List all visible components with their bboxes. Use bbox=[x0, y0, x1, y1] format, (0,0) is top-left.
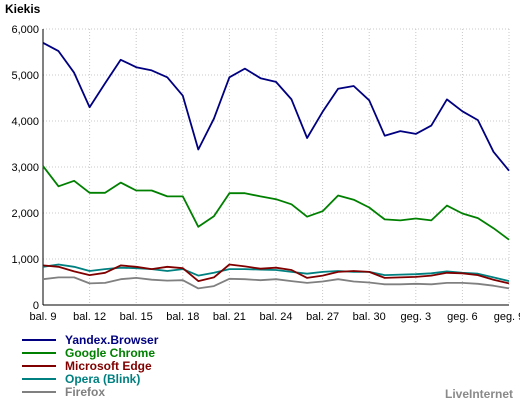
legend-label: Opera (Blink) bbox=[65, 371, 141, 386]
legend: Yandex.Browser Google Chrome Microsoft E… bbox=[22, 332, 159, 399]
y-tick-label: 6,000 bbox=[11, 24, 39, 36]
series-line bbox=[42, 42, 510, 172]
x-tick-label: geg. 9 bbox=[494, 311, 520, 323]
legend-item: Microsoft Edge bbox=[22, 358, 158, 373]
legend-item: Yandex.Browser bbox=[22, 332, 159, 347]
legend-swatch bbox=[22, 338, 56, 341]
watermark: LiveInternet bbox=[444, 387, 513, 401]
x-tick-label: geg. 6 bbox=[447, 311, 478, 323]
y-tick-label: 2,000 bbox=[11, 208, 39, 220]
y-tick-label: 1,000 bbox=[11, 254, 39, 266]
x-tick-label: bal. 12 bbox=[73, 311, 106, 323]
y-tick-label: 0 bbox=[33, 300, 39, 312]
series-line bbox=[42, 276, 510, 290]
legend-label: Microsoft Edge bbox=[65, 358, 152, 373]
y-tick-label: 4,000 bbox=[11, 116, 39, 128]
legend-item: Opera (Blink) bbox=[22, 371, 158, 386]
x-tick-label: geg. 3 bbox=[401, 311, 432, 323]
x-tick-label: bal. 15 bbox=[120, 311, 153, 323]
legend-label: Google Chrome bbox=[65, 345, 156, 360]
legend-swatch bbox=[22, 351, 56, 354]
x-tick-label: bal. 21 bbox=[213, 311, 246, 323]
y-tick-label: 3,000 bbox=[11, 162, 39, 174]
legend-swatch bbox=[22, 377, 56, 380]
legend-label: Firefox bbox=[65, 384, 106, 399]
x-tick-label: bal. 27 bbox=[306, 311, 339, 323]
series-line bbox=[42, 263, 510, 285]
x-tick-label: bal. 30 bbox=[353, 311, 386, 323]
legend-item: Firefox bbox=[22, 384, 158, 399]
x-tick-label: bal. 24 bbox=[259, 311, 292, 323]
legend-swatch bbox=[22, 390, 56, 393]
x-tick-label: bal. 9 bbox=[30, 311, 57, 323]
legend-swatch bbox=[22, 364, 56, 367]
legend-label: Yandex.Browser bbox=[65, 332, 159, 347]
series-line bbox=[42, 263, 510, 282]
series-line bbox=[42, 165, 510, 241]
legend-item: Google Chrome bbox=[22, 345, 158, 360]
y-axis-title: Kiekis bbox=[5, 2, 41, 16]
x-tick-label: bal. 18 bbox=[166, 311, 199, 323]
y-tick-label: 5,000 bbox=[11, 70, 39, 82]
